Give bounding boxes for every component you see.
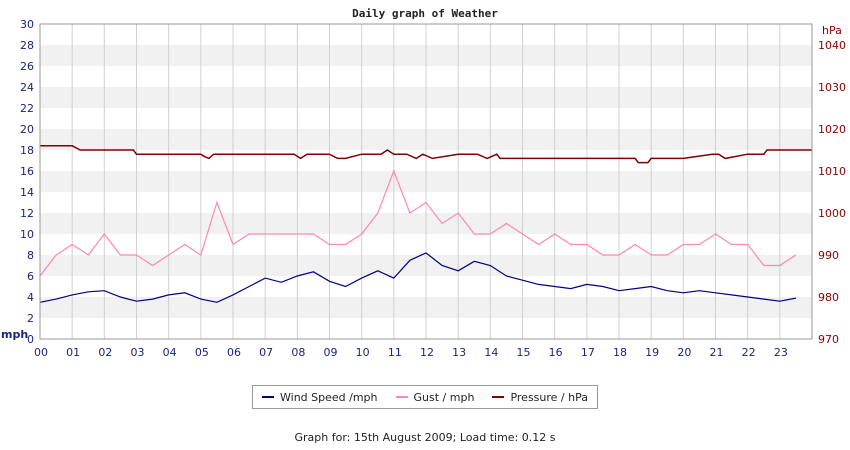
- x-tick-label: 22: [742, 346, 756, 359]
- left-tick-label: 30: [20, 18, 34, 31]
- x-tick-label: 07: [259, 346, 273, 359]
- left-tick-label: 20: [20, 123, 34, 136]
- x-tick-label: 18: [613, 346, 627, 359]
- plot-frame: [39, 23, 813, 340]
- series-line-wind: [39, 252, 797, 303]
- footer-status: Graph for: 15th August 2009; Load time: …: [294, 431, 556, 444]
- gust-swatch-icon: [395, 396, 408, 398]
- left-tick-label: 24: [20, 81, 34, 94]
- pressure-swatch-icon: [492, 396, 505, 398]
- x-tick-label: 19: [645, 346, 659, 359]
- right-tick-label: 1040: [818, 39, 846, 52]
- left-tick-label: 4: [27, 291, 34, 304]
- series-line-pressure: [40, 145, 812, 164]
- right-tick-label: 970: [818, 333, 839, 346]
- x-tick-label: 09: [324, 346, 338, 359]
- left-tick-label: 8: [27, 249, 34, 262]
- x-tick-label: 13: [452, 346, 466, 359]
- right-tick-label: 1010: [818, 165, 846, 178]
- right-tick-label: 990: [818, 249, 839, 262]
- left-tick-label: 6: [27, 270, 34, 283]
- right-axis-label: hPa: [822, 24, 842, 37]
- left-tick-label: 14: [20, 186, 34, 199]
- x-tick-label: 14: [484, 346, 498, 359]
- x-tick-label: 01: [66, 346, 80, 359]
- left-tick-label: 16: [20, 165, 34, 178]
- x-tick-label: 02: [98, 346, 112, 359]
- legend: Wind Speed /mph Gust / mph Pressure / hP…: [252, 385, 598, 409]
- x-tick-label: 17: [581, 346, 595, 359]
- x-tick-label: 05: [195, 346, 209, 359]
- legend-wind-label: Wind Speed /mph: [280, 390, 378, 404]
- chart-title: Daily graph of Weather: [352, 7, 498, 20]
- right-tick-label: 1030: [818, 81, 846, 94]
- x-tick-label: 15: [517, 346, 531, 359]
- x-tick-label: 21: [710, 346, 724, 359]
- left-tick-label: 0: [27, 333, 34, 346]
- left-tick-label: 28: [20, 39, 34, 52]
- legend-gust-label: Gust / mph: [413, 390, 475, 404]
- left-tick-label: 12: [20, 207, 34, 220]
- left-tick-label: 2: [27, 312, 34, 325]
- right-tick-label: 1000: [818, 207, 846, 220]
- x-tick-label: 16: [549, 346, 563, 359]
- wind-swatch-icon: [262, 396, 274, 398]
- right-tick-label: 980: [818, 291, 839, 304]
- x-tick-label: 12: [420, 346, 434, 359]
- x-tick-label: 11: [388, 346, 402, 359]
- series-line-gust: [39, 169, 797, 277]
- x-tick-label: 04: [163, 346, 177, 359]
- right-axis-ticks: 970 980 990 1000 1010 1020 1030 1040: [818, 39, 846, 346]
- series-layer: [39, 145, 812, 303]
- x-axis-ticks: 00 01 02 03 04 05 06 07 08 09 10 11 12 13 14 15 16 17 18 19…: [34, 346, 788, 359]
- x-tick-label: 06: [227, 346, 241, 359]
- left-tick-label: 18: [20, 144, 34, 157]
- x-tick-label: 20: [677, 346, 691, 359]
- x-tick-label: 00: [34, 346, 48, 359]
- x-tick-label: 08: [291, 346, 305, 359]
- legend-pressure-label: Pressure / hPa: [510, 390, 588, 404]
- left-tick-label: 22: [20, 102, 34, 115]
- x-tick-label: 10: [356, 346, 370, 359]
- legend-item-gust[interactable]: Gust / mph: [395, 390, 475, 404]
- legend-item-wind[interactable]: Wind Speed /mph: [262, 391, 378, 404]
- legend-item-pressure[interactable]: Pressure / hPa: [492, 391, 588, 404]
- left-tick-label: 10: [20, 228, 34, 241]
- left-tick-label: 26: [20, 60, 34, 73]
- right-tick-label: 1020: [818, 123, 846, 136]
- x-tick-label: 03: [131, 346, 145, 359]
- left-axis-label: mph: [1, 328, 28, 341]
- x-tick-label: 23: [774, 346, 788, 359]
